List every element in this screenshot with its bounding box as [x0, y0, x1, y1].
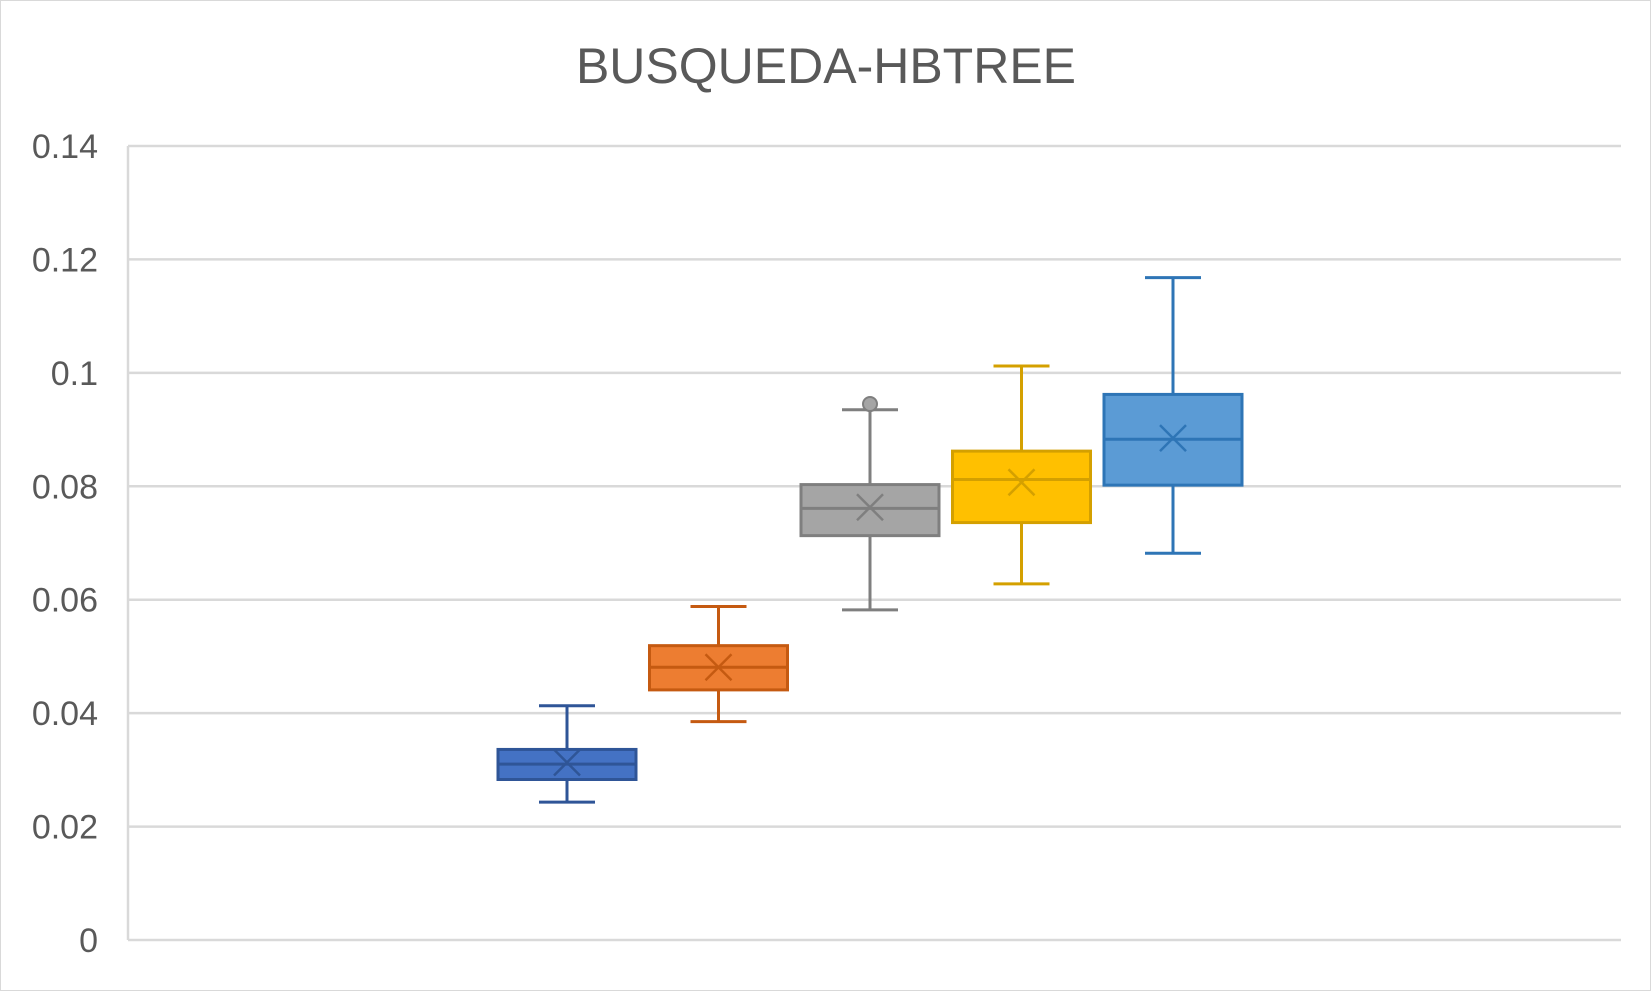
y-tick-label: 0.12 [32, 241, 98, 279]
box-iqr [799, 483, 941, 538]
box-series-4 [951, 364, 1092, 586]
box-iqr [951, 449, 1092, 525]
y-tick-label: 0.08 [32, 468, 98, 506]
y-axis: 0 0.02 0.04 0.06 0.08 0.1 0.12 0.14 [32, 128, 130, 960]
y-tick-label: 0 [79, 922, 98, 960]
y-tick-label: 0.04 [32, 695, 98, 733]
box-series-3 [799, 396, 941, 612]
mean-marker [1159, 424, 1187, 452]
box-series-1 [496, 704, 638, 804]
box-series-5 [1102, 276, 1244, 555]
gridlines [128, 144, 1621, 942]
mean-marker [1007, 468, 1036, 497]
box-plots [496, 276, 1244, 804]
chart-title: BUSQUEDA-HBTREE [576, 38, 1076, 94]
y-tick-label: 0.02 [32, 809, 98, 847]
y-tick-label: 0.14 [32, 128, 98, 166]
mean-marker [704, 653, 733, 682]
y-tick-label: 0.1 [51, 355, 98, 393]
box-series-2 [648, 605, 789, 724]
y-tick-label: 0.06 [32, 582, 98, 620]
mean-marker [553, 748, 581, 777]
outlier-point [862, 396, 878, 413]
mean-marker [856, 493, 884, 522]
